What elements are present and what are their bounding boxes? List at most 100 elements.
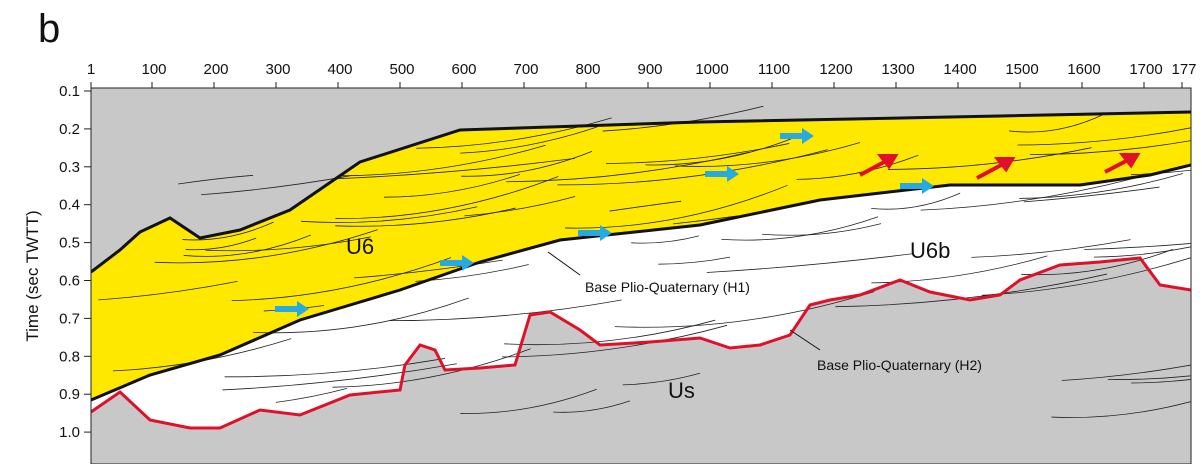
top-tick-label: 600	[451, 61, 476, 78]
y-tick-label: 0.9	[59, 386, 80, 403]
top-tick-label: 100	[141, 61, 166, 78]
arrow	[900, 178, 934, 194]
reflector	[183, 234, 312, 257]
reflector	[971, 239, 1131, 258]
arrow	[440, 255, 474, 271]
top-tick-label: 300	[265, 61, 290, 78]
arrow	[705, 166, 739, 182]
reflector	[185, 237, 257, 251]
y-tick-label: 0.4	[59, 197, 80, 214]
top-tick-label: 200	[203, 61, 228, 78]
reflector	[205, 236, 371, 252]
y-tick-label: 0.5	[59, 235, 80, 252]
top-tick-label: 800	[575, 61, 600, 78]
top-tick-label: 1400	[943, 61, 976, 78]
reflector	[332, 348, 531, 388]
top-tick-label: 400	[327, 61, 352, 78]
reflector	[887, 147, 1092, 170]
reflector	[871, 192, 961, 210]
unit-label: Us	[668, 378, 695, 403]
y-tick-label: 0.1	[59, 83, 80, 100]
reflector	[275, 388, 348, 403]
reflector	[461, 150, 593, 177]
top-tick-label: 1	[87, 61, 95, 78]
leader-h2	[789, 329, 821, 351]
reflector	[658, 256, 731, 265]
reflector	[182, 221, 274, 241]
reflector	[301, 206, 478, 223]
y-tick-label: 0.3	[59, 159, 80, 176]
reflector	[614, 291, 875, 328]
reflector	[231, 257, 452, 302]
reflector	[796, 154, 919, 180]
y-tick-label: 0.6	[59, 273, 80, 290]
reflector	[1029, 140, 1191, 156]
top-tick-label: 1300	[881, 61, 914, 78]
top-tick-label: 1500	[1005, 61, 1038, 78]
arrow-head	[993, 157, 1016, 173]
top-tick-label: 500	[389, 61, 414, 78]
reflector	[154, 229, 378, 264]
reflector	[605, 143, 790, 164]
arrow	[976, 161, 1006, 180]
annotation: Base Plio-Quaternary (H2)	[817, 357, 982, 373]
arrow-head	[876, 154, 899, 170]
onlap-arrows	[275, 128, 934, 317]
reflector	[1131, 379, 1191, 384]
y-tick-label: 0.8	[59, 348, 80, 365]
reflector	[464, 196, 576, 217]
y-tick-label: 0.2	[59, 121, 80, 138]
top-tick-label: 900	[637, 61, 662, 78]
reflector	[501, 324, 728, 358]
reflector	[224, 358, 445, 378]
reflector	[177, 174, 254, 185]
reflector	[1019, 173, 1184, 199]
top-tick-label: 1100	[758, 61, 790, 78]
reflector	[981, 257, 1191, 296]
reflector	[609, 200, 682, 212]
reflectors	[98, 105, 1191, 418]
reflector	[835, 273, 1108, 308]
reflector	[253, 297, 469, 334]
y-tick-label: 1.0	[59, 424, 80, 441]
reflector	[332, 158, 576, 180]
reflector	[389, 299, 622, 322]
arrow-head	[1118, 153, 1141, 169]
arrow	[578, 225, 612, 241]
unit-label: U6	[346, 234, 374, 259]
reflector	[762, 223, 882, 236]
reflector	[1017, 127, 1191, 146]
top-tick-label: 177	[1171, 61, 1196, 78]
top-tick-label: 1200	[819, 61, 852, 78]
top-surface	[91, 110, 1191, 274]
reflector	[706, 253, 913, 273]
horizon-h2	[91, 256, 1191, 430]
reflector	[553, 400, 631, 413]
reflector	[98, 280, 238, 301]
top-tick-label: 1600	[1067, 61, 1100, 78]
reflector	[631, 235, 700, 244]
arrow	[859, 158, 889, 177]
reflector	[1084, 243, 1191, 250]
unit-u6b	[91, 165, 1191, 428]
arrow	[780, 128, 814, 144]
reflector	[721, 216, 879, 241]
toplap-arrows	[859, 153, 1141, 180]
top-tick-label: 1700	[1129, 61, 1162, 78]
horizon-h1	[91, 163, 1191, 402]
reflector	[675, 142, 861, 167]
reflector	[354, 259, 503, 279]
y-tick-label: 0.7	[59, 310, 80, 327]
reflector	[920, 177, 1137, 211]
reflector	[1051, 401, 1191, 418]
reflector	[337, 144, 546, 177]
y-axis-title: Time (sec TWTT)	[23, 210, 42, 341]
reflector	[460, 126, 598, 154]
reflector	[383, 174, 520, 198]
reflector	[1023, 186, 1160, 203]
unit-label: U6b	[910, 238, 950, 263]
reflector	[1093, 246, 1191, 258]
axes: 1 100 200 300 400 500 600 700 800 900 1000 1100 1200…	[59, 61, 1196, 441]
reflector	[222, 363, 457, 391]
